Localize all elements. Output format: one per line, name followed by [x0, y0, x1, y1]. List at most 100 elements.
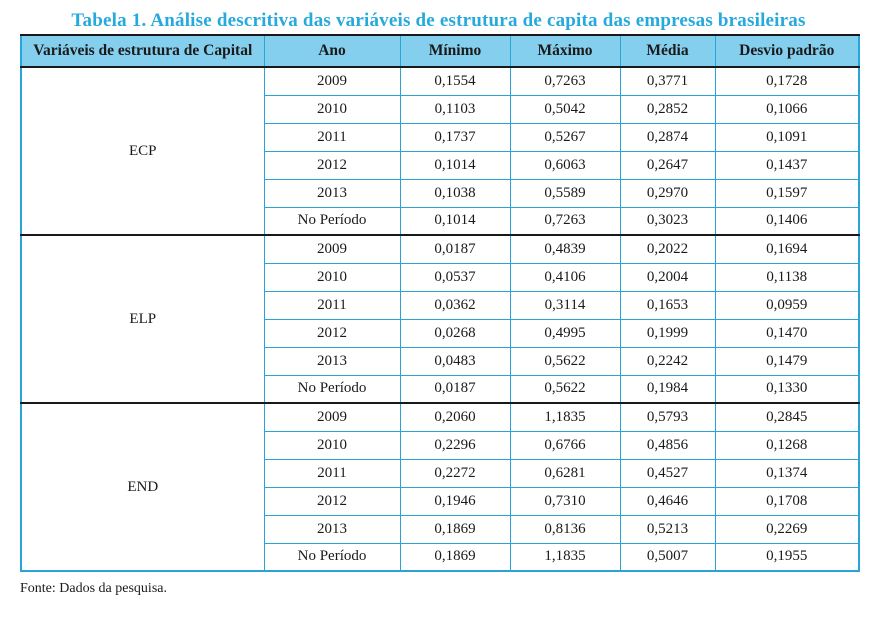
value-cell: 0,2852: [619, 94, 716, 124]
table-row: 2012 0,0268 0,4995 0,1999 0,1470: [21, 318, 860, 348]
value-cell: 0,1437: [714, 150, 860, 180]
table-row: END 2009 0,2060 1,1835 0,5793 0,2845: [20, 402, 860, 572]
value-cell: 0,3771: [619, 66, 716, 96]
value-cell: 0,2242: [619, 346, 716, 376]
table-row: 2012 0,1946 0,7310 0,4646 0,1708: [21, 486, 860, 516]
year-cell: 2011: [263, 290, 401, 320]
value-cell: 0,4839: [509, 234, 621, 264]
value-cell: 0,1374: [714, 458, 860, 488]
value-cell: 0,1330: [714, 374, 860, 404]
value-cell: 0,4527: [619, 458, 716, 488]
header-row: Variáveis de estrutura de Capital Ano Mí…: [20, 34, 860, 68]
year-cell: 2013: [263, 346, 401, 376]
year-cell: 2011: [263, 458, 401, 488]
value-cell: 0,6281: [509, 458, 621, 488]
variable-cell: ELP: [20, 234, 265, 404]
statistics-table-container: Variáveis de estrutura de Capital Ano Mí…: [20, 34, 860, 572]
year-cell: 2009: [263, 234, 401, 264]
table-row: 2011 0,2272 0,6281 0,4527 0,1374: [21, 458, 860, 488]
variable-cell: END: [20, 402, 265, 572]
value-cell: 0,1597: [714, 178, 860, 208]
value-cell: 0,1869: [399, 542, 511, 572]
table-row: 2010 0,0537 0,4106 0,2004 0,1138: [21, 262, 860, 292]
value-cell: 0,2022: [619, 234, 716, 264]
column-header-variaveis: Variáveis de estrutura de Capital: [20, 34, 265, 68]
value-cell: 0,1268: [714, 430, 860, 460]
year-cell: 2013: [263, 514, 401, 544]
table-row: 2012 0,1014 0,6063 0,2647 0,1437: [21, 150, 860, 180]
value-cell: 0,0187: [399, 234, 511, 264]
year-cell: No Período: [263, 374, 401, 404]
year-cell: No Período: [263, 206, 401, 236]
value-cell: 0,5213: [619, 514, 716, 544]
year-cell: 2010: [263, 94, 401, 124]
value-cell: 0,1999: [619, 318, 716, 348]
value-cell: 0,2647: [619, 150, 716, 180]
table-row: ELP 2009 0,0187 0,4839 0,2022 0,1694: [20, 234, 860, 404]
year-cell: 2013: [263, 178, 401, 208]
value-cell: 0,1554: [399, 66, 511, 96]
value-cell: 0,1708: [714, 486, 860, 516]
value-cell: 0,0187: [399, 374, 511, 404]
value-cell: 0,1470: [714, 318, 860, 348]
value-cell: 0,7263: [509, 66, 621, 96]
value-cell: 0,6766: [509, 430, 621, 460]
table-row: No Período 0,0187 0,5622 0,1984 0,1330: [21, 374, 860, 404]
column-header-maximo: Máximo: [509, 34, 621, 68]
value-cell: 0,4856: [619, 430, 716, 460]
value-cell: 0,5007: [619, 542, 716, 572]
value-cell: 1,1835: [509, 402, 621, 432]
year-cell: 2010: [263, 430, 401, 460]
value-cell: 0,1014: [399, 150, 511, 180]
year-cell: 2010: [263, 262, 401, 292]
value-cell: 0,5622: [509, 346, 621, 376]
table-title: Tabela 1. Análise descritiva das variáve…: [71, 10, 806, 31]
year-cell: No Período: [263, 542, 401, 572]
value-cell: 0,1728: [714, 66, 860, 96]
value-cell: 0,1091: [714, 122, 860, 152]
column-header-media: Média: [619, 34, 716, 68]
value-cell: 0,1138: [714, 262, 860, 292]
value-cell: 0,1694: [714, 234, 860, 264]
value-cell: 0,2970: [619, 178, 716, 208]
value-cell: 0,0537: [399, 262, 511, 292]
value-cell: 0,1653: [619, 290, 716, 320]
table-row: ECP 2009 0,1554 0,7263 0,3771 0,1728: [20, 66, 860, 236]
year-cell: 2009: [263, 66, 401, 96]
value-cell: 0,0483: [399, 346, 511, 376]
value-cell: 0,7310: [509, 486, 621, 516]
value-cell: 0,2845: [714, 402, 860, 432]
year-cell: 2009: [263, 402, 401, 432]
year-cell: 2012: [263, 486, 401, 516]
value-cell: 0,1103: [399, 94, 511, 124]
value-cell: 0,1014: [399, 206, 511, 236]
table-row: No Período 0,1014 0,7263 0,3023 0,1406: [21, 206, 860, 236]
year-cell: 2012: [263, 318, 401, 348]
value-cell: 0,1406: [714, 206, 860, 236]
table-row: 2011 0,1737 0,5267 0,2874 0,1091: [21, 122, 860, 152]
value-cell: 0,2272: [399, 458, 511, 488]
value-cell: 0,0268: [399, 318, 511, 348]
value-cell: 0,3114: [509, 290, 621, 320]
value-cell: 0,2004: [619, 262, 716, 292]
value-cell: 0,5622: [509, 374, 621, 404]
value-cell: 0,2874: [619, 122, 716, 152]
value-cell: 0,1479: [714, 346, 860, 376]
value-cell: 0,5793: [619, 402, 716, 432]
table-row: 2010 0,1103 0,5042 0,2852 0,1066: [21, 94, 860, 124]
table-row: 2013 0,1038 0,5589 0,2970 0,1597: [21, 178, 860, 208]
value-cell: 0,4646: [619, 486, 716, 516]
value-cell: 0,2060: [399, 402, 511, 432]
value-cell: 0,3023: [619, 206, 716, 236]
value-cell: 0,1869: [399, 514, 511, 544]
column-header-minimo: Mínimo: [399, 34, 511, 68]
variable-cell: ECP: [20, 66, 265, 236]
value-cell: 0,7263: [509, 206, 621, 236]
table-row: 2013 0,1869 0,8136 0,5213 0,2269: [21, 514, 860, 544]
table-row: 2010 0,2296 0,6766 0,4856 0,1268: [21, 430, 860, 460]
value-cell: 0,0959: [714, 290, 860, 320]
value-cell: 0,1737: [399, 122, 511, 152]
value-cell: 1,1835: [509, 542, 621, 572]
value-cell: 0,2296: [399, 430, 511, 460]
year-cell: 2011: [263, 122, 401, 152]
